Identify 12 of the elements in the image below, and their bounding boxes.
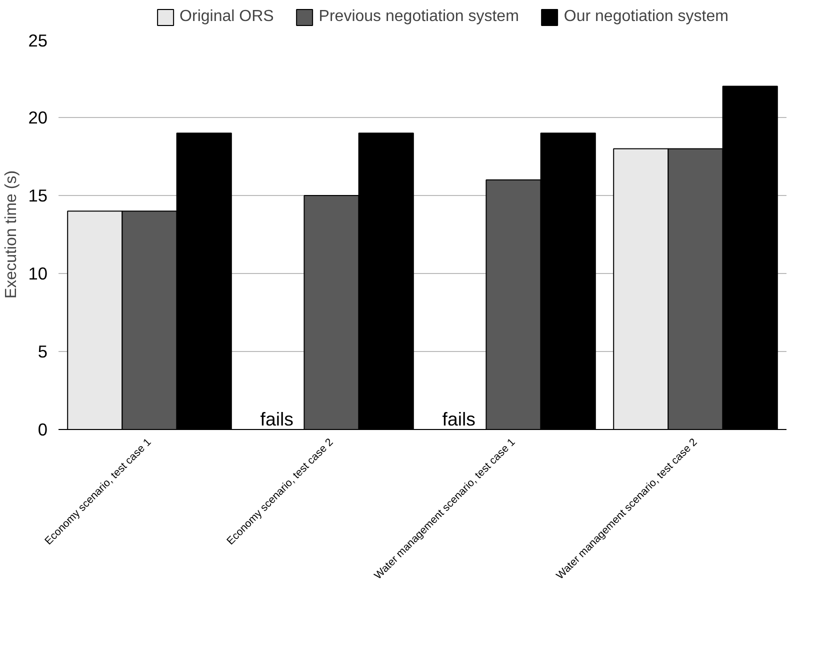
- y-tick-label: 5: [38, 342, 48, 362]
- y-axis-title: Execution time (s): [3, 170, 20, 299]
- legend-label: Our negotiation system: [564, 8, 728, 26]
- legend-label: Previous negotiation system: [318, 8, 519, 26]
- annotation: fails: [442, 408, 476, 430]
- annotation: fails: [260, 408, 294, 430]
- y-tick-label: 25: [28, 30, 48, 50]
- y-tick-label: 20: [28, 108, 48, 128]
- legend-label: Original ORS: [180, 8, 274, 26]
- y-tick-label: 10: [28, 264, 48, 284]
- y-tick-label: 0: [38, 420, 48, 440]
- y-tick-label: 15: [28, 186, 48, 206]
